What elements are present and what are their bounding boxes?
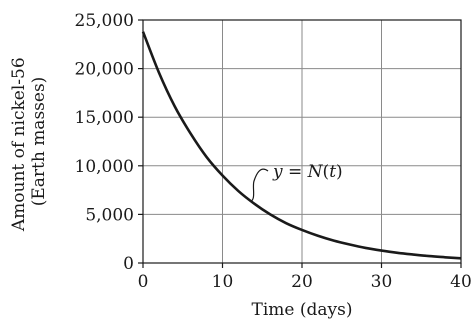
annotation-label-part-0: y <box>272 162 283 182</box>
annotation-label-n-of-t: y = N(t) <box>272 162 343 182</box>
axis-ticks <box>138 19 462 268</box>
x-tick-label-2: 20 <box>291 272 313 292</box>
y-tick-label-0: 0 <box>123 254 134 274</box>
x-tick-label-4: 40 <box>450 272 472 292</box>
x-tick-label-3: 30 <box>371 272 393 292</box>
y-tick-label-2: 10,000 <box>75 157 134 177</box>
annotation-label-part-1: = <box>283 162 308 182</box>
annotation-leader-line <box>249 168 269 203</box>
y-axis-title-line-1: Amount of nickel-56 <box>9 57 29 232</box>
y-axis-title-line-2: (Earth masses) <box>29 77 49 207</box>
annotation-label-part-4: t <box>329 162 336 182</box>
x-tick-label-1: 10 <box>212 272 234 292</box>
grid-lines <box>143 20 461 263</box>
annotation-label-part-2: N <box>307 162 324 182</box>
x-tick-label-0: 0 <box>138 272 149 292</box>
x-axis-title: Time (days) <box>252 300 353 320</box>
y-tick-label-5: 25,000 <box>75 11 134 31</box>
y-tick-label-3: 15,000 <box>75 108 134 128</box>
annotation-label-part-3: ( <box>323 162 330 182</box>
y-tick-label-1: 5,000 <box>85 205 134 225</box>
tick-labels: 0 10 20 30 40 0 5,000 10,000 15,000 20,000 25,000 <box>75 11 472 292</box>
y-tick-label-4: 20,000 <box>75 60 134 80</box>
series-line-n-of-t <box>141 31 462 260</box>
annotation-label-part-5: ) <box>336 162 343 182</box>
y-axis-title: Amount of nickel-56 (Earth masses) <box>9 52 49 232</box>
